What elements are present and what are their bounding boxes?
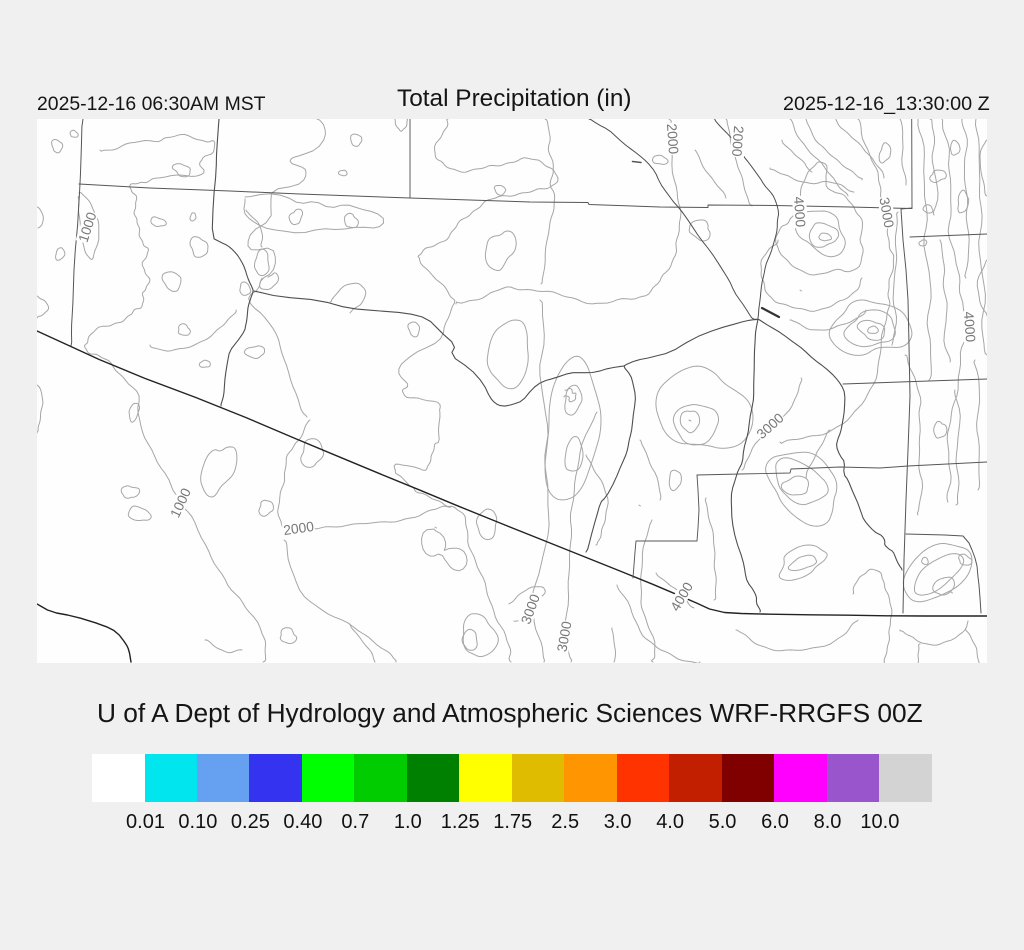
svg-text:3000: 3000 [876,196,896,229]
svg-text:4000: 4000 [791,196,808,228]
svg-text:2000: 2000 [729,125,746,157]
svg-text:2000: 2000 [664,123,681,155]
svg-text:3000: 3000 [554,620,574,653]
svg-text:4000: 4000 [961,311,978,343]
svg-text:2000: 2000 [282,519,315,538]
